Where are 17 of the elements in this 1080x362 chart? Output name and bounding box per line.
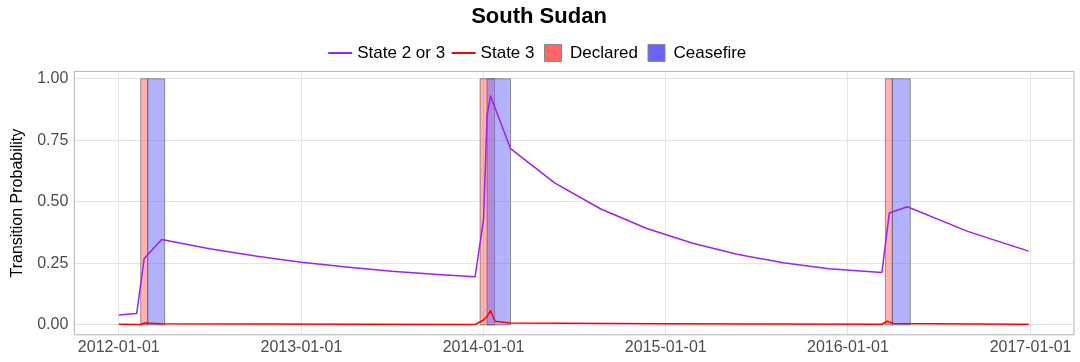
y-tick-label: 0.00 [37,315,69,333]
x-tick-label: 2017-01-01 [989,337,1072,355]
legend-label: Declared [569,42,639,62]
y-tick-label: 0.25 [37,253,69,271]
y-tick-label: 0.50 [37,192,69,210]
legend-label: Ceasefire [673,42,747,62]
x-tick-label: 2015-01-01 [624,337,707,355]
x-tick-label: 2012-01-01 [77,337,160,355]
x-tick-label: 2016-01-01 [806,337,889,355]
y-axis-title: Transition Probability [8,128,26,278]
chart-title: South Sudan [471,3,607,29]
x-tick-label: 2013-01-01 [260,337,343,355]
legend-label: State 3 [480,42,535,62]
y-tick-label: 1.00 [37,69,69,87]
x-tick-label: 2014-01-01 [442,337,525,355]
y-tick-label: 0.75 [37,130,69,148]
legend-label: State 2 or 3 [357,42,446,62]
